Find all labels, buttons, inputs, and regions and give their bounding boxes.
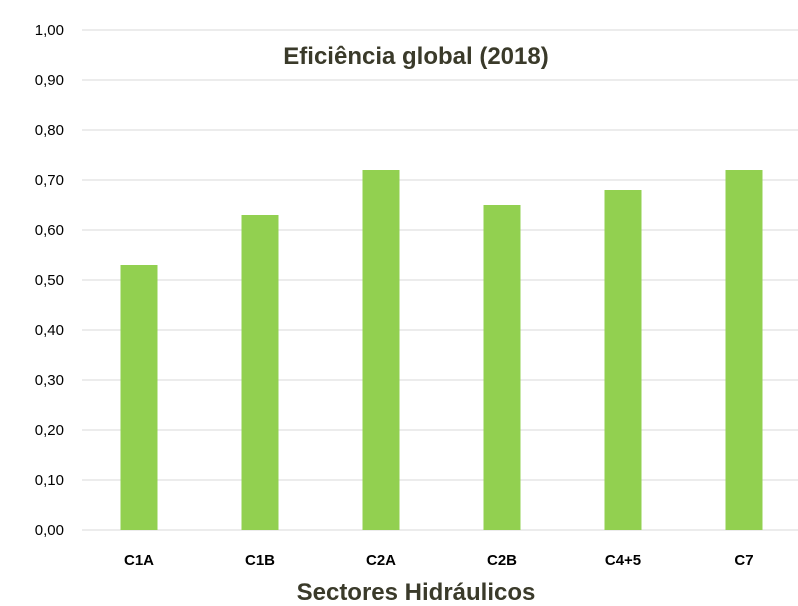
y-tick-label: 0,90 [35, 72, 64, 89]
x-tick-label: C4+5 [605, 552, 641, 569]
x-tick-label: C1A [124, 552, 154, 569]
bar-c2a [362, 170, 400, 530]
y-tick-label: 0,10 [35, 472, 64, 489]
x-axis-tick-labels: C1A C1B C2A C2B C4+5 C7 [124, 552, 754, 569]
y-axis-tick-labels: 0,00 0,10 0,20 0,30 0,40 0,50 0,60 0,70 0,80 0,90… [35, 22, 64, 539]
y-tick-label: 0,00 [35, 522, 64, 539]
bars [120, 170, 763, 530]
x-tick-label: C1B [245, 552, 275, 569]
bar-c1b [241, 215, 279, 530]
y-tick-label: 0,50 [35, 272, 64, 289]
x-tick-label: C7 [734, 552, 753, 569]
y-tick-label: 0,30 [35, 372, 64, 389]
bar-c2b [483, 205, 521, 530]
x-axis-title: Sectores Hidráulicos [297, 579, 536, 606]
y-tick-label: 0,40 [35, 322, 64, 339]
y-tick-label: 0,60 [35, 222, 64, 239]
x-tick-label: C2A [366, 552, 396, 569]
chart-title: Eficiência global (2018) [283, 43, 548, 70]
bar-c1a [120, 265, 158, 530]
y-tick-label: 1,00 [35, 22, 64, 39]
x-tick-label: C2B [487, 552, 517, 569]
y-tick-label: 0,70 [35, 172, 64, 189]
y-tick-label: 0,20 [35, 422, 64, 439]
y-tick-label: 0,80 [35, 122, 64, 139]
bar-c7 [725, 170, 763, 530]
bar-c45 [604, 190, 642, 530]
gridlines [82, 29, 798, 531]
